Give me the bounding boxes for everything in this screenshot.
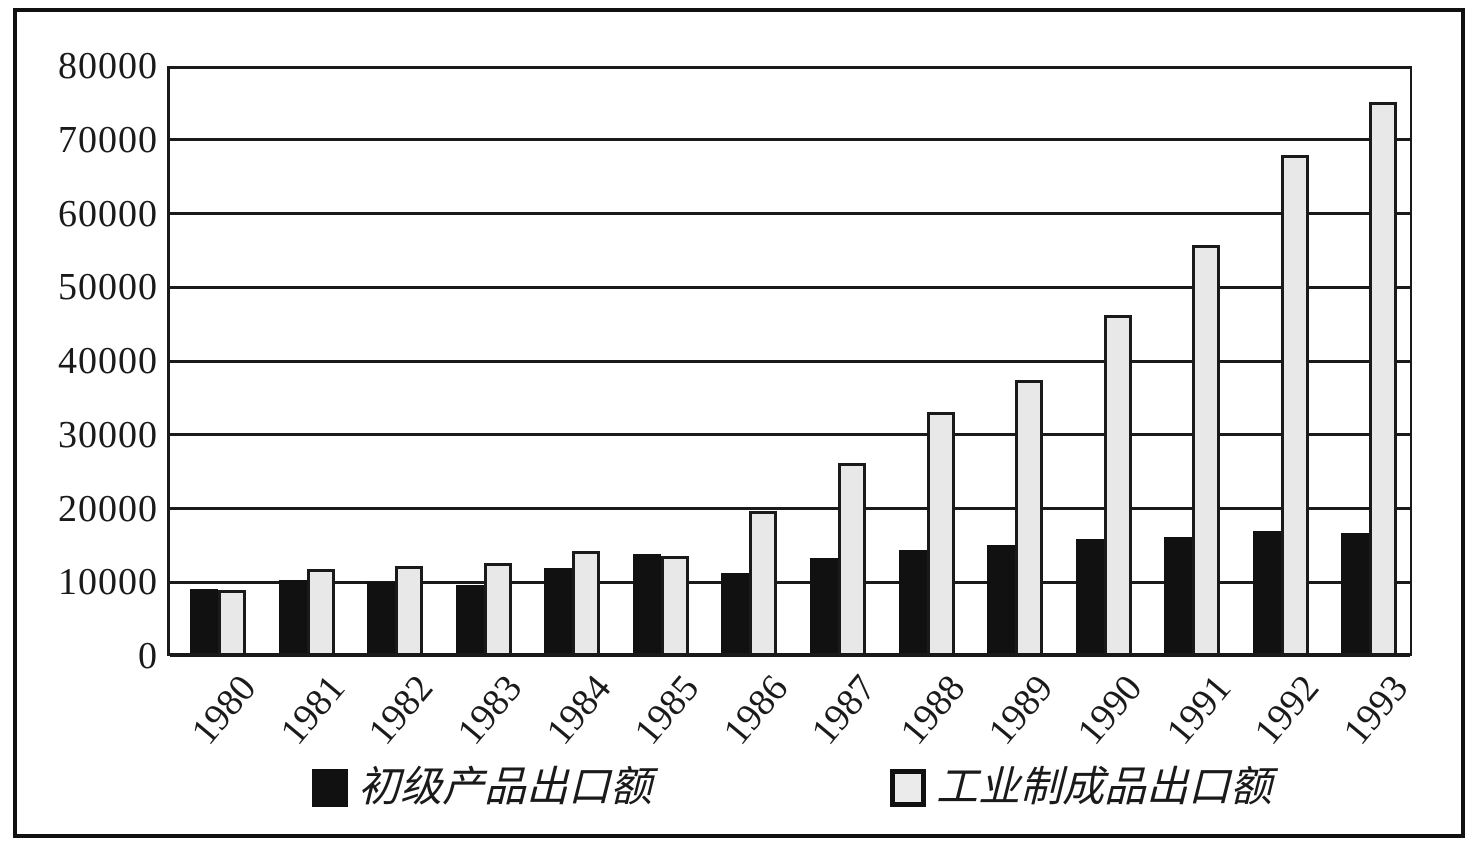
legend-label-primary: 初级产品出口额 [358, 765, 653, 811]
gridline [170, 66, 1410, 69]
legend-item-primary: 初级产品出口额 [312, 766, 652, 810]
bar-manufactured-1984 [572, 551, 600, 656]
bar-primary-1989 [987, 545, 1015, 656]
plot-area [167, 66, 1412, 657]
gridline [170, 581, 1410, 584]
bar-primary-1992 [1253, 531, 1281, 656]
bar-primary-1988 [899, 550, 927, 656]
bar-primary-1985 [633, 554, 661, 656]
bar-manufactured-1982 [395, 566, 423, 656]
gridline [170, 138, 1410, 141]
bar-manufactured-1981 [307, 569, 335, 656]
bar-manufactured-1987 [838, 463, 866, 656]
bar-manufactured-1989 [1015, 380, 1043, 656]
legend-swatch-dark-icon [312, 769, 348, 807]
bar-primary-1981 [279, 580, 307, 656]
x-axis-baseline [170, 653, 1410, 657]
bar-manufactured-1990 [1104, 315, 1132, 656]
bar-manufactured-1988 [927, 412, 955, 656]
legend-item-manufactured: 工业制成品出口额 [890, 766, 1272, 810]
legend-label-manufactured: 工业制成品出口额 [936, 765, 1273, 811]
y-axis-tick-label: 0 [138, 635, 158, 677]
bar-primary-1987 [810, 558, 838, 656]
bar-manufactured-1993 [1369, 102, 1397, 656]
bar-manufactured-1983 [484, 563, 512, 656]
bar-manufactured-1986 [749, 511, 777, 656]
y-axis-tick-label: 30000 [58, 414, 158, 456]
gridline [170, 286, 1410, 289]
bar-primary-1982 [367, 582, 395, 656]
gridline [170, 433, 1410, 436]
bar-primary-1986 [721, 573, 749, 656]
gridline [170, 360, 1410, 363]
y-axis-tick-label: 20000 [58, 488, 158, 530]
chart-outer-border [13, 8, 1465, 838]
y-axis-tick-label: 50000 [58, 266, 158, 308]
bar-primary-1990 [1076, 539, 1104, 656]
bar-primary-1991 [1164, 537, 1192, 656]
y-axis-tick-label: 70000 [58, 119, 158, 161]
gridline [170, 212, 1410, 215]
y-axis-tick-label: 60000 [58, 193, 158, 235]
bar-manufactured-1985 [661, 556, 689, 656]
bar-primary-1993 [1341, 533, 1369, 656]
bar-manufactured-1980 [218, 590, 246, 656]
bar-primary-1984 [544, 568, 572, 656]
y-axis-tick-label: 10000 [58, 561, 158, 603]
bar-primary-1983 [456, 585, 484, 656]
bar-manufactured-1992 [1281, 155, 1309, 656]
gridline [170, 507, 1410, 510]
y-axis-tick-label: 80000 [58, 45, 158, 87]
y-axis-tick-label: 40000 [58, 340, 158, 382]
bar-manufactured-1991 [1192, 245, 1220, 656]
legend-swatch-light-icon [890, 769, 926, 807]
bar-primary-1980 [190, 589, 218, 656]
